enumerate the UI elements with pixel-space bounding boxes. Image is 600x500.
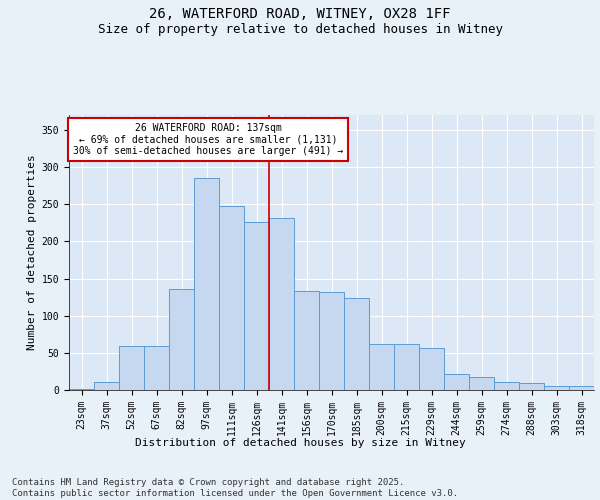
Bar [69, 388, 94, 390]
Text: Contains HM Land Registry data © Crown copyright and database right 2025.
Contai: Contains HM Land Registry data © Crown c… [12, 478, 458, 498]
Bar [544, 386, 569, 390]
Bar [469, 378, 494, 390]
Bar [144, 346, 169, 390]
Bar [94, 382, 119, 390]
Bar [119, 346, 144, 390]
Bar [369, 344, 394, 390]
Bar [344, 298, 369, 390]
Bar [294, 291, 319, 390]
Text: Distribution of detached houses by size in Witney: Distribution of detached houses by size … [134, 438, 466, 448]
Bar [169, 289, 194, 390]
Bar [394, 344, 419, 390]
Text: 26, WATERFORD ROAD, WITNEY, OX28 1FF: 26, WATERFORD ROAD, WITNEY, OX28 1FF [149, 8, 451, 22]
Text: 26 WATERFORD ROAD: 137sqm
← 69% of detached houses are smaller (1,131)
30% of se: 26 WATERFORD ROAD: 137sqm ← 69% of detac… [73, 123, 343, 156]
Bar [219, 206, 244, 390]
Bar [194, 178, 219, 390]
Text: Size of property relative to detached houses in Witney: Size of property relative to detached ho… [97, 22, 503, 36]
Bar [419, 348, 444, 390]
Y-axis label: Number of detached properties: Number of detached properties [28, 154, 37, 350]
Bar [319, 292, 344, 390]
Bar [519, 382, 544, 390]
Bar [444, 374, 469, 390]
Bar [244, 222, 269, 390]
Bar [269, 218, 294, 390]
Bar [494, 382, 519, 390]
Bar [569, 386, 594, 390]
